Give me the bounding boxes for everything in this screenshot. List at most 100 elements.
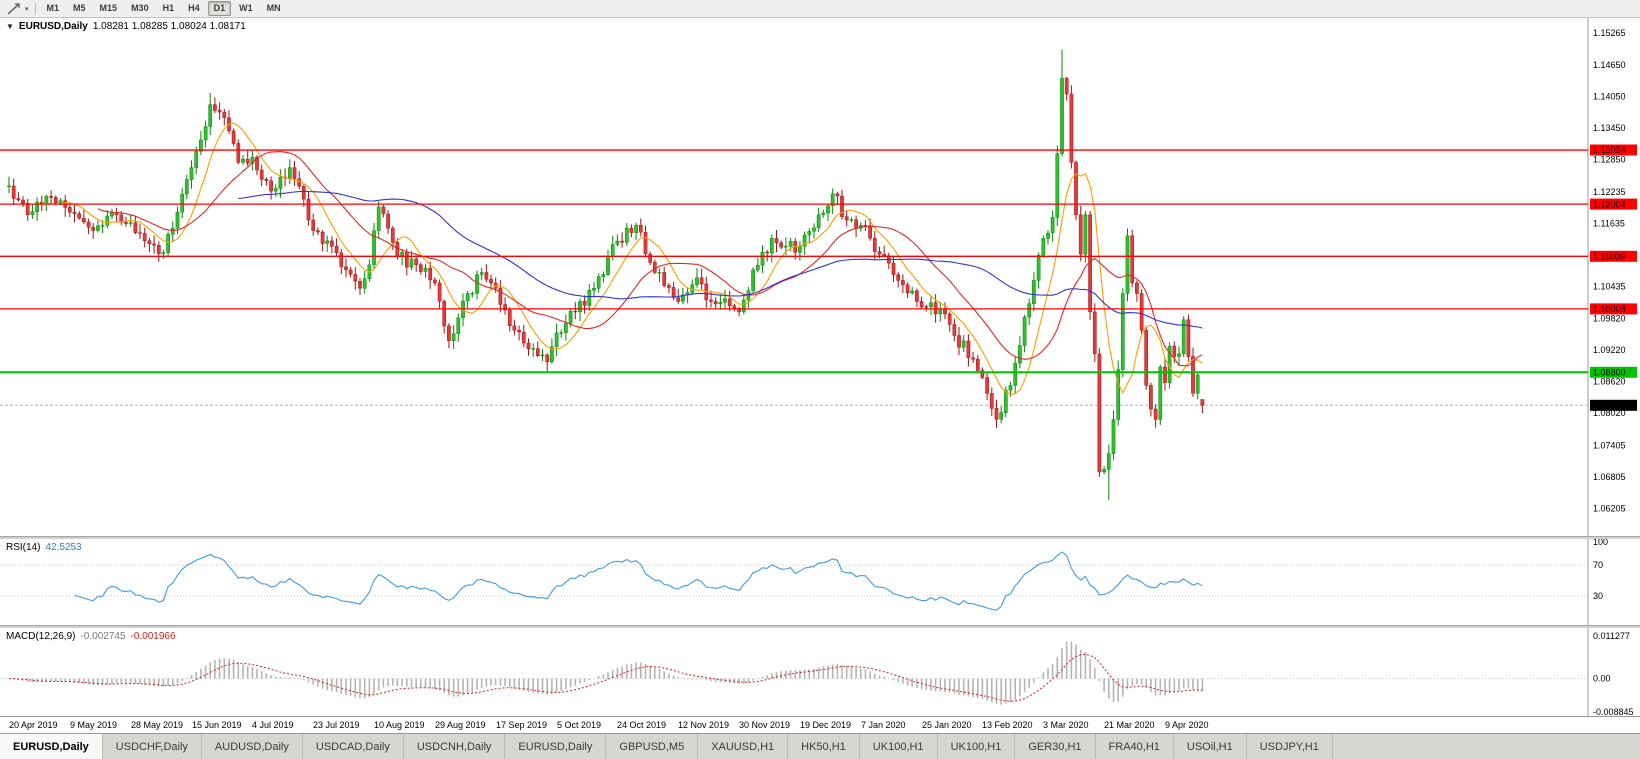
price-tag (1590, 399, 1637, 411)
date-label: 17 Sep 2019 (496, 720, 548, 730)
macd-histogram (12, 641, 1204, 705)
svg-text:1.10435: 1.10435 (1593, 281, 1626, 291)
chart-tab-eurusd-daily[interactable]: EURUSD,Daily (0, 734, 103, 759)
macd-signal-line (8, 653, 1203, 702)
price-chart-svg[interactable]: 1.15265 1.14650 1.14050 1.13450 1.12850 1.122… (0, 18, 1640, 536)
date-label: 29 Aug 2019 (435, 720, 486, 730)
timeframe-button-d1[interactable]: D1 (207, 1, 232, 16)
trendline-tool-icon[interactable] (4, 2, 24, 16)
price-tag (1590, 303, 1637, 315)
svg-text:1.14650: 1.14650 (1593, 60, 1626, 70)
svg-text:1.10008: 1.10008 (1593, 304, 1626, 314)
date-label: 10 Aug 2019 (374, 720, 425, 730)
moving-average-50 (238, 190, 1203, 329)
svg-text:1.12850: 1.12850 (1593, 155, 1626, 165)
macd-panel[interactable]: 0.011277 0.00 -0.008845 MACD(12,26,9) -0.0… (0, 628, 1640, 716)
price-chart-panel[interactable]: 1.15265 1.14650 1.14050 1.13450 1.12850 1.122… (0, 18, 1640, 536)
price-tag (1590, 144, 1637, 156)
svg-text:1.13450: 1.13450 (1593, 123, 1626, 133)
macd-axis-label: -0.008845 (1593, 707, 1634, 716)
macd-chart-svg[interactable]: 0.011277 0.00 -0.008845 (0, 628, 1640, 716)
svg-text:1.08800: 1.08800 (1593, 368, 1626, 378)
timeframe-button-m5[interactable]: M5 (73, 3, 86, 13)
chart-tab-usdjpy-h1[interactable]: USDJPY,H1 (1246, 734, 1333, 759)
chart-tab-eurusd-daily[interactable]: EURUSD,Daily (505, 734, 607, 759)
date-label: 23 Jul 2019 (313, 720, 360, 730)
price-tag (1590, 198, 1637, 210)
price-tag (1590, 250, 1637, 262)
svg-text:1.14050: 1.14050 (1593, 92, 1626, 102)
timeframe-button-mn[interactable]: MN (266, 3, 281, 13)
panel-splitter[interactable] (0, 536, 1640, 539)
date-label: 20 Apr 2019 (9, 720, 58, 730)
timeframe-buttons: M1 M5 M15 M30 H1 H4 D1 W1 MN (40, 1, 288, 16)
date-label: 12 Nov 2019 (678, 720, 730, 730)
timeframe-button-m15[interactable]: M15 (99, 3, 118, 13)
price-axis[interactable]: 1.15265 1.14650 1.14050 1.13450 1.12850 1.122… (1593, 28, 1626, 513)
date-label: 9 Apr 2020 (1165, 720, 1209, 730)
timeframe-button-h1[interactable]: H1 (162, 3, 175, 13)
svg-text:1.11635: 1.11635 (1593, 218, 1625, 228)
rsi-axis-label: 100 (1593, 539, 1608, 547)
rsi-axis-label: 30 (1593, 591, 1603, 601)
rsi-line (74, 551, 1203, 611)
timeframe-button-w1[interactable]: W1 (239, 3, 253, 13)
date-label: 5 Oct 2019 (557, 720, 602, 730)
rsi-axis-label: 70 (1593, 560, 1603, 570)
chart-tab-hk50-h1[interactable]: HK50,H1 (788, 734, 860, 759)
rsi-indicator-name: RSI(14) (6, 542, 41, 553)
svg-text:1.09820: 1.09820 (1593, 314, 1626, 324)
chart-tab-usoil-h1[interactable]: USOil,H1 (1173, 734, 1247, 759)
chart-tab-gbpusd-m5[interactable]: GBPUSD,M5 (606, 734, 699, 759)
date-label: 28 May 2019 (131, 720, 184, 730)
panel-splitter-2[interactable] (0, 625, 1640, 628)
date-label: 21 Mar 2020 (1104, 720, 1155, 730)
svg-text:1.06205: 1.06205 (1593, 503, 1626, 513)
timeframe-button-h4[interactable]: H4 (188, 3, 200, 13)
timeframe-button-m30[interactable]: M30 (131, 3, 149, 13)
chart-tab-ger30-h1[interactable]: GER30,H1 (1015, 734, 1096, 759)
macd-main-value: -0.002745 (80, 631, 126, 642)
svg-text:1.07405: 1.07405 (1593, 440, 1626, 450)
date-label: 9 May 2019 (70, 720, 118, 730)
rsi-panel[interactable]: 100 70 30 RSI(14) 42.5253 (0, 539, 1640, 625)
date-axis[interactable]: 20 Apr 2019 9 May 2019 28 May 2019 15 Jun 2… (0, 716, 1640, 733)
macd-axis-label: 0.011277 (1593, 631, 1630, 641)
chart-tab-xauusd-h1[interactable]: XAUUSD,H1 (698, 734, 789, 759)
chart-tab-usdcnh-daily[interactable]: USDCNH,Daily (403, 734, 506, 759)
symbol-dropdown-icon[interactable]: ▼ (6, 22, 14, 31)
timeframe-button-m1[interactable]: M1 (46, 3, 60, 13)
moving-average-20 (97, 151, 1203, 367)
chart-ohlc-values: 1.08281 1.08285 1.08024 1.08171 (92, 21, 246, 32)
chart-tab-usdchf-daily[interactable]: USDCHF,Daily (102, 734, 202, 759)
chart-tab-audusd-daily[interactable]: AUDUSD,Daily (201, 734, 303, 759)
toolbar-separator (34, 2, 36, 15)
svg-text:1.06805: 1.06805 (1593, 472, 1626, 482)
chart-tab-fra40-h1[interactable]: FRA40,H1 (1095, 734, 1174, 759)
tool-dropdown-icon[interactable]: ▾ (25, 5, 29, 13)
chart-tab-uk100-h1[interactable]: UK100,H1 (937, 734, 1016, 759)
svg-text:1.08171: 1.08171 (1593, 401, 1626, 411)
svg-text:1.08620: 1.08620 (1593, 377, 1626, 387)
macd-indicator-name: MACD(12,26,9) (6, 631, 76, 642)
date-label: 30 Nov 2019 (739, 720, 791, 730)
date-label: 3 Mar 2020 (1043, 720, 1089, 730)
toolbar: ▾ M1 M5 M15 M30 H1 H4 D1 W1 MN (0, 0, 1640, 18)
macd-signal-value: -0.001966 (130, 631, 176, 642)
rsi-chart-svg[interactable]: 100 70 30 (0, 539, 1640, 625)
date-label: 4 Jul 2019 (252, 720, 294, 730)
rsi-value: 42.5253 (45, 542, 82, 553)
date-label: 24 Oct 2019 (617, 720, 667, 730)
date-label: 7 Jan 2020 (861, 720, 906, 730)
rsi-label-overlay: RSI(14) 42.5253 (6, 542, 82, 553)
svg-text:1.08020: 1.08020 (1593, 408, 1626, 418)
date-label: 15 Jun 2019 (192, 720, 242, 730)
chart-tab-usdcad-daily[interactable]: USDCAD,Daily (302, 734, 404, 759)
chart-tab-uk100-h1[interactable]: UK100,H1 (859, 734, 938, 759)
svg-text:1.12004: 1.12004 (1593, 199, 1626, 209)
moving-average-8 (41, 122, 1203, 396)
chart-symbol-label: EURUSD,Daily (18, 21, 88, 32)
svg-text:1.09220: 1.09220 (1593, 345, 1626, 355)
svg-text:1.13034: 1.13034 (1593, 145, 1626, 155)
macd-label-overlay: MACD(12,26,9) -0.002745 -0.001966 (6, 631, 176, 642)
